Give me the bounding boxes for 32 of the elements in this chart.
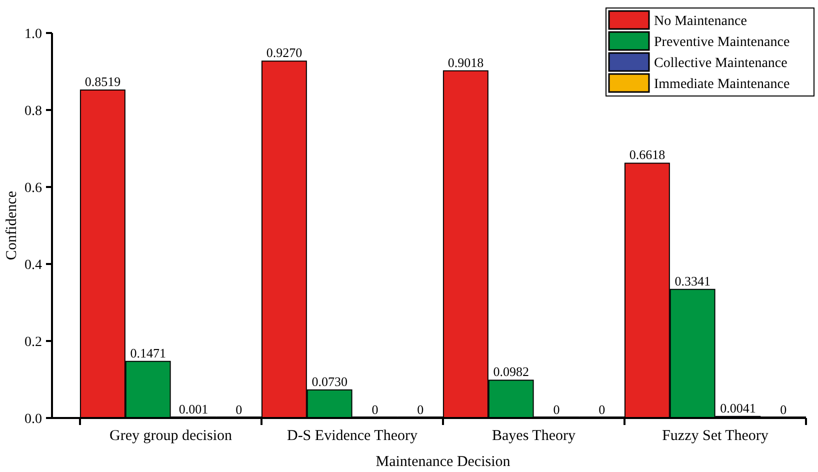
data-label: 0.3341	[674, 273, 710, 288]
y-tick-label: 0.0	[24, 412, 42, 427]
x-tick-label: Grey group decision	[110, 428, 232, 444]
data-label: 0.0041	[720, 400, 756, 416]
x-tick-label: D-S Evidence Theory	[286, 428, 418, 444]
legend-label: Collective Maintenance	[654, 56, 788, 71]
data-label: 0	[553, 402, 560, 417]
data-label: 0	[780, 402, 787, 417]
data-label: 0.8519	[84, 74, 121, 90]
data-label: 0	[236, 402, 242, 417]
legend-label: Immediate Maintenance	[654, 76, 790, 92]
legend-label: Preventive Maintenance	[654, 34, 790, 50]
data-label: 0.6618	[629, 147, 666, 162]
data-label: 0.001	[178, 402, 208, 417]
data-label: 0.0982	[493, 364, 529, 380]
y-tick-label: 0.6	[24, 180, 42, 196]
data-label: 0.9018	[448, 54, 484, 70]
data-label: 0	[372, 402, 378, 417]
data-label: 0.0730	[312, 374, 348, 389]
data-label: 0.9270	[266, 45, 302, 60]
y-tick-label: 1.0	[24, 26, 42, 42]
y-tick-label: 0.2	[24, 334, 42, 350]
y-axis-title: Confidence	[4, 190, 20, 260]
data-label: 0	[598, 402, 606, 417]
legend-label: No Maintenance	[654, 14, 747, 29]
x-tick-label: Fuzzy Set Theory	[662, 428, 769, 444]
y-tick-label: 0.4	[24, 258, 42, 273]
data-label: 0.1471	[130, 345, 166, 360]
x-tick-label: Bayes Theory	[492, 428, 576, 444]
x-axis-title: Maintenance Decision	[376, 454, 511, 470]
y-tick-label: 0.8	[24, 104, 42, 119]
data-label: 0	[417, 402, 424, 417]
